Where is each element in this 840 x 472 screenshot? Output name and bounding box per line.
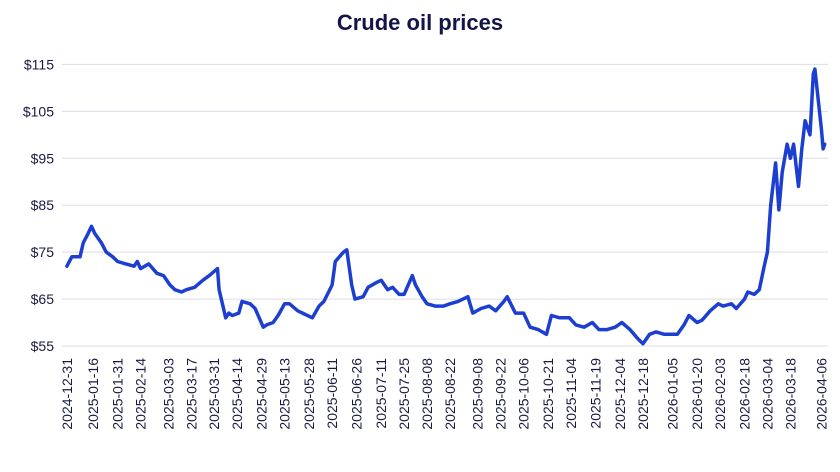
- x-tick-label: 2026-03-04: [759, 358, 775, 430]
- x-tick-label: 2024-12-31: [59, 358, 75, 430]
- y-tick-label: $95: [31, 150, 55, 166]
- x-tick-label: 2025-11-04: [563, 358, 579, 429]
- x-tick-label: 2026-03-18: [782, 358, 798, 430]
- x-tick-label: 2025-03-31: [206, 358, 222, 430]
- x-tick-label: 2025-11-19: [588, 358, 604, 429]
- x-tick-label: 2025-04-29: [254, 358, 270, 430]
- x-tick-label: 2026-04-06: [813, 358, 829, 430]
- x-tick-label: 2026-01-05: [665, 358, 681, 430]
- x-tick-label: 2025-09-08: [470, 358, 486, 430]
- x-tick-label: 2025-10-06: [516, 358, 532, 430]
- x-tick-label: 2026-02-03: [712, 358, 728, 430]
- y-tick-label: $105: [23, 103, 54, 119]
- chart-title: Crude oil prices: [337, 10, 503, 35]
- x-tick-label: 2025-01-31: [110, 358, 126, 430]
- x-tick-label: 2025-06-11: [324, 358, 340, 429]
- x-tick-label: 2026-01-20: [689, 358, 705, 430]
- x-tick-label: 2025-05-13: [277, 358, 293, 430]
- x-tick-label: 2025-03-17: [183, 358, 199, 430]
- x-tick-label: 2025-07-25: [396, 358, 412, 430]
- y-tick-label: $65: [31, 291, 55, 307]
- x-tick-label: 2025-08-22: [442, 358, 458, 430]
- x-tick-label: 2025-07-11: [373, 358, 389, 429]
- x-tick-label: 2025-09-22: [493, 358, 509, 430]
- x-tick-label: 2025-01-16: [85, 358, 101, 430]
- x-tick-label: 2025-05-28: [301, 358, 317, 430]
- x-tick-label: 2025-12-18: [635, 358, 651, 430]
- y-tick-label: $55: [31, 338, 55, 354]
- x-tick-label: 2025-10-21: [540, 358, 556, 430]
- x-tick-label: 2025-04-14: [229, 358, 245, 430]
- price-line: [65, 67, 827, 346]
- y-tick-label: $85: [31, 197, 55, 213]
- x-tick-label: 2025-06-26: [349, 358, 365, 430]
- x-tick-label: 2025-03-03: [160, 358, 176, 430]
- x-tick-label: 2025-12-04: [612, 358, 628, 430]
- y-tick-label: $115: [24, 56, 54, 72]
- x-tick-label: 2025-02-14: [133, 358, 149, 430]
- y-tick-label: $75: [31, 244, 55, 260]
- x-tick-label: 2026-02-18: [737, 358, 753, 430]
- x-tick-label: 2025-08-08: [419, 358, 435, 430]
